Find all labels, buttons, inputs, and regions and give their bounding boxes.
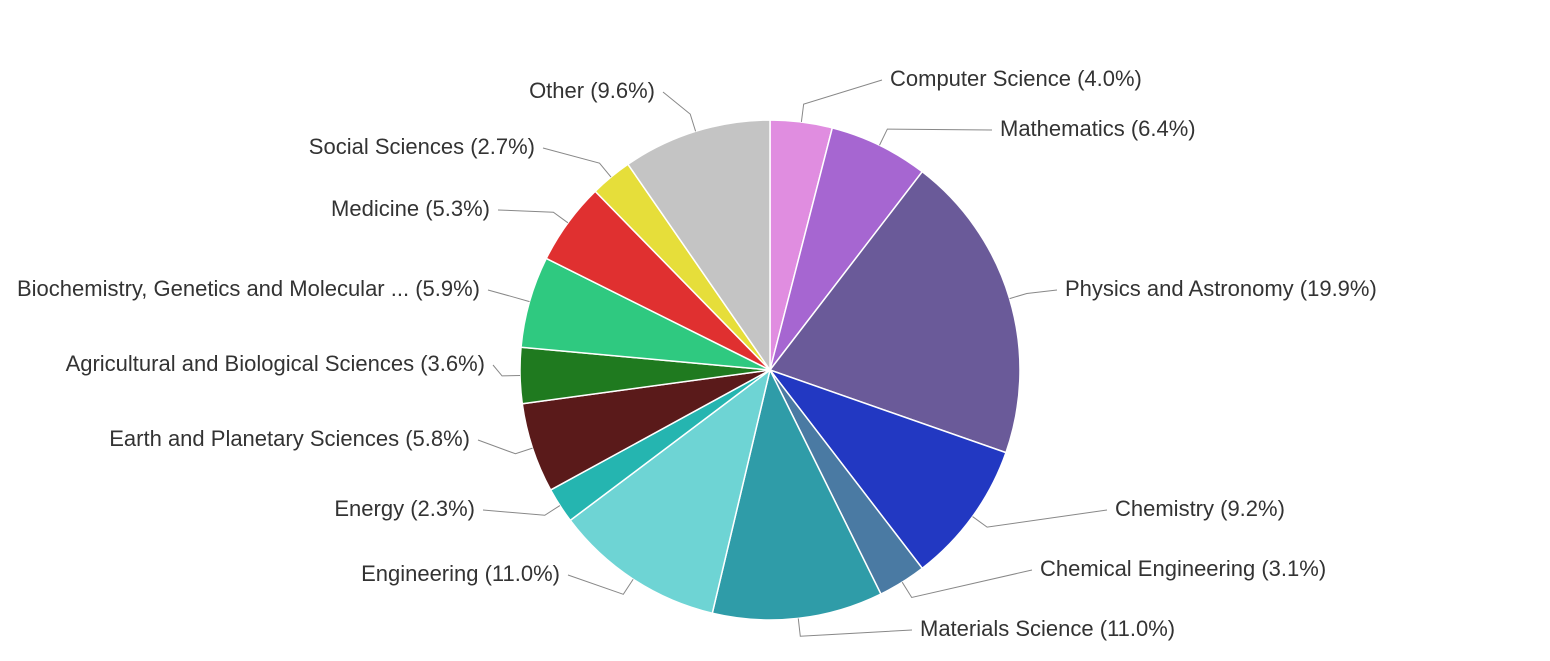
pie-leader-line xyxy=(483,506,560,516)
pie-leader-line xyxy=(478,440,533,454)
pie-slice-label: Engineering (11.0%) xyxy=(361,561,560,586)
pie-slice-label: Mathematics (6.4%) xyxy=(1000,116,1196,141)
pie-leader-line xyxy=(879,129,992,145)
pie-slice-label: Social Sciences (2.7%) xyxy=(309,134,535,159)
pie-slices xyxy=(520,120,1020,620)
pie-slice-label: Energy (2.3%) xyxy=(334,496,475,521)
pie-leader-line xyxy=(801,80,882,122)
pie-slice-label: Other (9.6%) xyxy=(529,78,655,103)
pie-slice-label: Agricultural and Biological Sciences (3.… xyxy=(66,351,485,376)
pie-slice-label: Biochemistry, Genetics and Molecular ...… xyxy=(17,276,480,301)
pie-leader-line xyxy=(973,510,1107,527)
pie-leader-line xyxy=(1010,290,1057,299)
pie-slice-label: Chemical Engineering (3.1%) xyxy=(1040,556,1326,581)
pie-slice-label: Materials Science (11.0%) xyxy=(920,616,1175,641)
pie-chart-svg: Computer Science (4.0%) Mathematics (6.4%… xyxy=(0,0,1550,661)
pie-leader-line xyxy=(498,210,568,223)
pie-slice-label: Earth and Planetary Sciences (5.8%) xyxy=(109,426,470,451)
pie-leader-line xyxy=(543,148,611,177)
pie-leader-line xyxy=(493,365,520,376)
pie-chart-container: Computer Science (4.0%) Mathematics (6.4%… xyxy=(0,0,1550,661)
pie-slice-label: Medicine (5.3%) xyxy=(331,196,490,221)
pie-leader-line xyxy=(902,570,1032,597)
pie-slice-label: Physics and Astronomy (19.9%) xyxy=(1065,276,1377,301)
pie-slice-label: Computer Science (4.0%) xyxy=(890,66,1142,91)
pie-leader-line xyxy=(798,618,912,636)
pie-leader-line xyxy=(568,575,633,594)
pie-leader-line xyxy=(488,290,530,302)
pie-slice-label: Chemistry (9.2%) xyxy=(1115,496,1285,521)
pie-leader-line xyxy=(663,92,696,131)
